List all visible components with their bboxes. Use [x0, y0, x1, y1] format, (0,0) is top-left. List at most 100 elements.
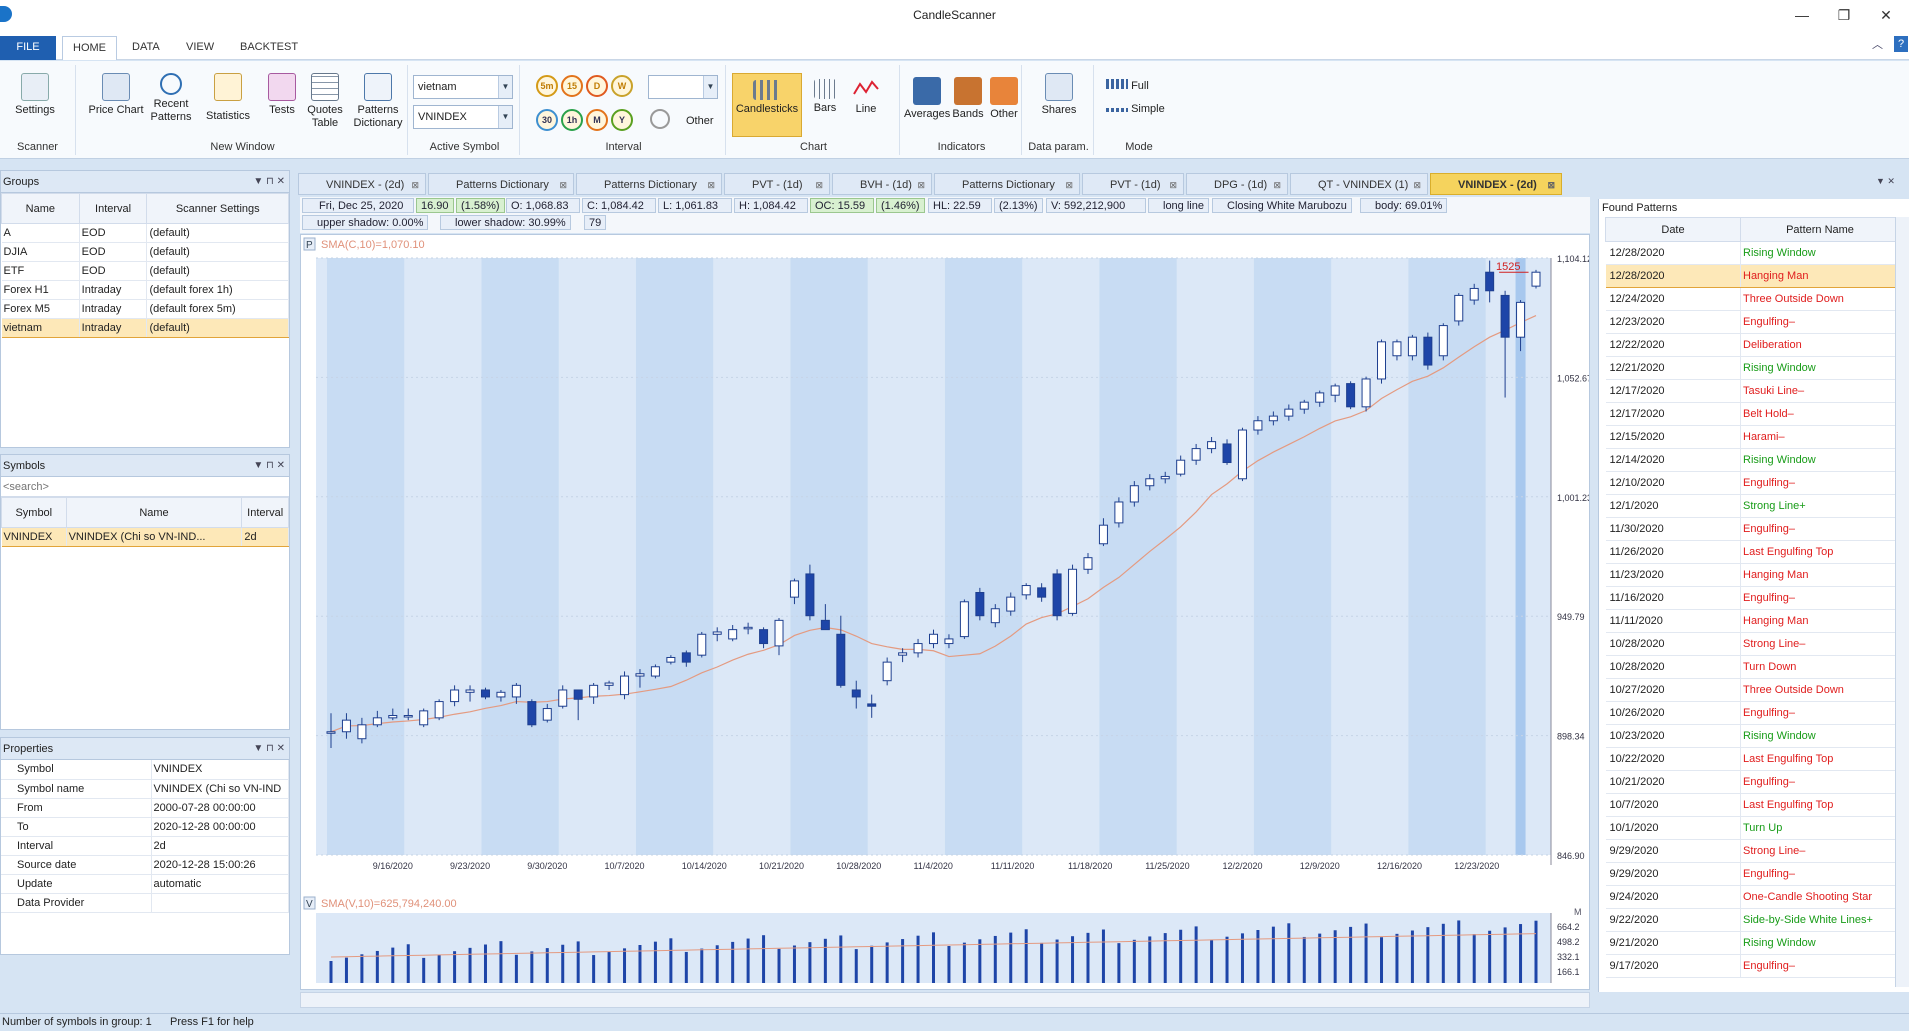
table-row[interactable]: 9/22/2020 Side-by-Side White Lines+ [1605, 908, 1900, 932]
document-tab[interactable]: Patterns Dictionary ⊠ [576, 173, 722, 195]
document-tab[interactable]: PVT - (1d) ⊠ [1082, 173, 1184, 195]
document-tab[interactable]: Patterns Dictionary ⊠ [934, 173, 1080, 195]
tab-list-icon[interactable]: ▼ ✕ [1876, 176, 1895, 186]
table-row[interactable]: 10/1/2020 Turn Up [1605, 816, 1900, 840]
indicators-other-button[interactable]: Other [988, 77, 1020, 121]
symbol-search-input[interactable] [1, 477, 289, 497]
document-tab[interactable]: DPG - (1d) ⊠ [1186, 173, 1288, 195]
tests-button[interactable]: Tests [262, 73, 302, 117]
close-tab-icon[interactable]: ⊠ [917, 180, 925, 190]
table-row[interactable]: 10/21/2020 Engulfing– [1605, 770, 1900, 794]
close-tab-icon[interactable]: ⊠ [1065, 180, 1073, 190]
symbols-col-header[interactable]: Interval [241, 497, 289, 528]
close-tab-icon[interactable]: ⊠ [411, 180, 419, 190]
interval-Y-button[interactable]: Y [611, 109, 633, 131]
document-tab[interactable]: VNINDEX - (2d) ⊠ [1430, 173, 1562, 195]
mode-full-button[interactable]: Full [1106, 79, 1176, 93]
patterns-vertical-scrollbar[interactable] [1895, 217, 1909, 987]
table-row[interactable]: 11/16/2020 Engulfing– [1605, 586, 1900, 610]
settings-button[interactable]: Settings [8, 73, 62, 117]
symbols-col-header[interactable]: Symbol [1, 497, 67, 528]
averages-button[interactable]: Averages [904, 77, 950, 121]
recent-patterns-button[interactable]: Recent Patterns [146, 73, 196, 124]
table-row[interactable]: 10/7/2020 Last Engulfing Top [1605, 793, 1900, 817]
group-select[interactable]: vietnam ▼ [413, 75, 513, 99]
table-row[interactable]: 9/21/2020 Rising Window [1605, 931, 1900, 955]
table-row[interactable]: 12/24/2020 Three Outside Down [1605, 287, 1900, 311]
chevron-down-icon[interactable]: ▼ [498, 76, 512, 98]
table-row[interactable]: 10/27/2020 Three Outside Down [1605, 678, 1900, 702]
bands-button[interactable]: Bands [950, 77, 986, 121]
close-tab-icon[interactable]: ⊠ [1547, 180, 1555, 190]
interval-other-button[interactable]: Other [686, 115, 714, 127]
minimize-button[interactable]: — [1795, 7, 1809, 23]
maximize-button[interactable]: ❐ [1837, 7, 1851, 23]
table-row[interactable]: 12/21/2020 Rising Window [1605, 356, 1900, 380]
interval-5m-button[interactable]: 5m [536, 75, 558, 97]
table-row[interactable]: Forex H1 Intraday (default forex 1h) [1, 280, 289, 300]
interval-15-button[interactable]: 15 [561, 75, 583, 97]
document-tab[interactable]: VNINDEX - (2d) ⊠ [298, 173, 426, 195]
patterns-col-header[interactable]: Date [1605, 217, 1741, 242]
table-row[interactable]: 12/1/2020 Strong Line+ [1605, 494, 1900, 518]
panel-controls-icon[interactable]: ▼ ⊓ ✕ [253, 460, 285, 471]
table-row[interactable]: 12/15/2020 Harami– [1605, 425, 1900, 449]
table-row[interactable]: A EOD (default) [1, 223, 289, 243]
mode-simple-button[interactable]: Simple [1106, 103, 1176, 116]
document-tab[interactable]: QT - VNINDEX (1) ⊠ [1290, 173, 1428, 195]
interval-M-button[interactable]: M [586, 109, 608, 131]
table-row[interactable]: 9/29/2020 Strong Line– [1605, 839, 1900, 863]
document-tab[interactable]: BVH - (1d) ⊠ [832, 173, 932, 195]
close-button[interactable]: ✕ [1880, 7, 1892, 23]
document-tab[interactable]: Patterns Dictionary ⊠ [428, 173, 574, 195]
table-row[interactable]: 9/17/2020 Engulfing– [1605, 954, 1900, 978]
volume-pane-button[interactable] [303, 896, 316, 910]
menu-data[interactable]: DATA [132, 41, 160, 53]
menu-file[interactable]: FILE [0, 36, 56, 60]
table-row[interactable]: 9/29/2020 Engulfing– [1605, 862, 1900, 886]
table-row[interactable]: Forex M5 Intraday (default forex 5m) [1, 299, 289, 319]
menu-view[interactable]: VIEW [186, 41, 215, 53]
chart-horizontal-scrollbar[interactable] [300, 992, 1590, 1008]
table-row[interactable]: 12/14/2020 Rising Window [1605, 448, 1900, 472]
table-row[interactable]: 10/28/2020 Turn Down [1605, 655, 1900, 679]
line-button[interactable]: Line [846, 79, 886, 116]
statistics-button[interactable]: Statistics [198, 73, 258, 123]
table-row[interactable]: 12/17/2020 Belt Hold– [1605, 402, 1900, 426]
chart-canvas[interactable]: 1,104.12 1,052.67 1,001.23 949.79 898.34 846.… [301, 235, 1592, 989]
chevron-down-icon[interactable]: ▼ [498, 106, 512, 128]
table-row[interactable]: ETF EOD (default) [1, 261, 289, 281]
table-row[interactable]: 10/28/2020 Strong Line– [1605, 632, 1900, 656]
close-tab-icon[interactable]: ⊠ [1169, 180, 1177, 190]
interval-W-button[interactable]: W [611, 75, 633, 97]
table-row[interactable]: 11/26/2020 Last Engulfing Top [1605, 540, 1900, 564]
table-row[interactable]: 9/24/2020 One-Candle Shooting Star [1605, 885, 1900, 909]
close-tab-icon[interactable]: ⊠ [559, 180, 567, 190]
interval-30-button[interactable]: 30 [536, 109, 558, 131]
menu-home[interactable]: HOME [62, 36, 117, 60]
clock-icon[interactable] [650, 109, 670, 129]
table-row[interactable]: 12/28/2020 Rising Window [1605, 241, 1900, 265]
table-row[interactable]: 12/22/2020 Deliberation [1605, 333, 1900, 357]
help-icon[interactable]: ? [1894, 36, 1908, 52]
groups-col-header[interactable]: Interval [78, 193, 148, 224]
table-row[interactable]: vietnam Intraday (default) [1, 318, 289, 338]
quotes-table-button[interactable]: Quotes Table [304, 73, 346, 130]
candlesticks-button[interactable]: Candlesticks [732, 73, 802, 137]
table-row[interactable]: 12/17/2020 Tasuki Line– [1605, 379, 1900, 403]
table-row[interactable]: 10/23/2020 Rising Window [1605, 724, 1900, 748]
table-row[interactable]: 11/11/2020 Hanging Man [1605, 609, 1900, 633]
groups-col-header[interactable]: Name [1, 193, 80, 224]
table-row[interactable]: VNINDEX VNINDEX (Chi so VN-IND... 2d [1, 527, 289, 547]
close-tab-icon[interactable]: ⊠ [1413, 180, 1421, 190]
interval-1h-button[interactable]: 1h [561, 109, 583, 131]
patterns-col-header[interactable]: Pattern Name [1740, 217, 1900, 242]
table-row[interactable]: 10/26/2020 Engulfing– [1605, 701, 1900, 725]
table-row[interactable]: 11/30/2020 Engulfing– [1605, 517, 1900, 541]
panel-controls-icon[interactable]: ▼ ⊓ ✕ [253, 176, 285, 187]
close-tab-icon[interactable]: ⊠ [815, 180, 823, 190]
price-chart-button[interactable]: Price Chart [86, 73, 146, 117]
table-row[interactable]: 10/22/2020 Last Engulfing Top [1605, 747, 1900, 771]
document-tab[interactable]: PVT - (1d) ⊠ [724, 173, 830, 195]
close-tab-icon[interactable]: ⊠ [1273, 180, 1281, 190]
